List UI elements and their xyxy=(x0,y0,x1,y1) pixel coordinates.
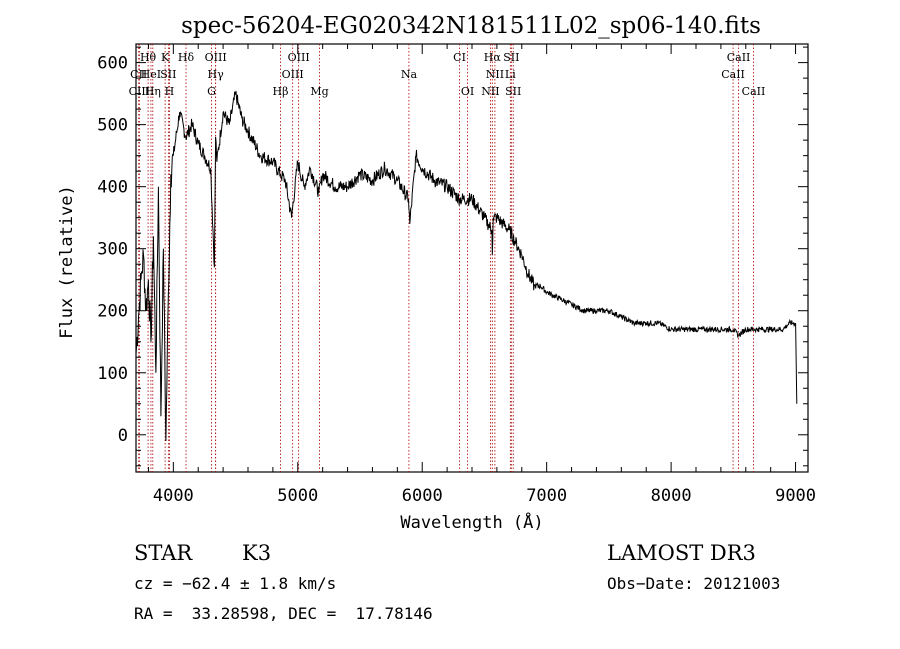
y-tick-label-100: 100 xyxy=(97,364,128,384)
object-subclass-label: K3 xyxy=(242,541,271,565)
line-label-16: Na xyxy=(401,68,418,81)
line-label-14: OIII xyxy=(288,51,310,64)
line-label-26: CaII xyxy=(721,68,745,81)
line-label-8: Hδ xyxy=(178,51,195,64)
x-axis-label: Wavelength (Å) xyxy=(400,511,543,533)
line-label-19: Hα xyxy=(484,51,502,64)
line-label-7: H xyxy=(165,85,175,98)
x-tick-label-8000: 8000 xyxy=(651,486,692,506)
y-axis-label: Flux (relative) xyxy=(57,185,77,339)
line-label-1: Hθ xyxy=(140,51,157,64)
line-label-13: OIII xyxy=(282,68,304,81)
line-label-2: CIII xyxy=(129,85,150,98)
x-axis-ticks: 4000 5000 6000 7000 8000 9000 xyxy=(147,44,816,506)
obs-date-text: Obs−Date: 20121003 xyxy=(607,574,780,593)
x-tick-label-7000: 7000 xyxy=(526,486,567,506)
line-label-27: CaII xyxy=(742,85,766,98)
line-label-25: CaII xyxy=(727,51,751,64)
line-label-22: SII xyxy=(503,51,519,64)
line-label-17: CI xyxy=(453,51,466,64)
ra-dec-text: RA = 33.28598, DEC = 17.78146 xyxy=(134,604,433,623)
y-tick-label-600: 600 xyxy=(97,54,128,74)
line-label-21: NII xyxy=(481,85,499,98)
x-tick-label-6000: 6000 xyxy=(402,486,443,506)
chart-title: spec-56204-EG020342N181511L02_sp06-140.f… xyxy=(181,13,761,39)
line-label-6: SII xyxy=(160,68,176,81)
plot-frame xyxy=(135,43,809,473)
spectral-line-markers xyxy=(138,44,754,472)
line-label-10: Hγ xyxy=(208,68,225,81)
x-tick-label-4000: 4000 xyxy=(153,486,194,506)
line-label-12: Hβ xyxy=(273,85,289,98)
line-label-5: K xyxy=(161,51,170,64)
y-tick-label-400: 400 xyxy=(97,178,128,198)
line-label-0: CII xyxy=(130,68,147,81)
line-label-9: OIII xyxy=(205,51,227,64)
y-axis-ticks: 0 100 200 300 400 500 600 xyxy=(97,46,808,467)
line-label-3: HeI xyxy=(141,68,161,81)
spectrum-series-line xyxy=(135,90,798,442)
line-label-11: G xyxy=(207,85,216,98)
x-tick-label-9000: 9000 xyxy=(775,486,816,506)
line-label-23: Li xyxy=(505,68,516,81)
y-tick-label-0: 0 xyxy=(118,426,128,446)
y-tick-label-300: 300 xyxy=(97,240,128,260)
line-label-20: NII xyxy=(486,68,504,81)
y-tick-label-500: 500 xyxy=(97,116,128,136)
line-label-18: OI xyxy=(461,85,474,98)
line-label-24: SII xyxy=(505,85,521,98)
x-tick-label-5000: 5000 xyxy=(277,486,318,506)
survey-label: LAMOST DR3 xyxy=(607,541,756,565)
y-tick-label-200: 200 xyxy=(97,302,128,322)
line-label-4: Hη xyxy=(145,85,161,98)
redshift-text: cz = −62.4 ± 1.8 km/s xyxy=(134,574,336,593)
object-class-label: STAR xyxy=(134,541,193,565)
line-label-15: Mg xyxy=(310,85,328,98)
spectral-line-labels: CII Hθ CIII HeI Hη K SII H Hδ OIII Hγ G Hβ OIII OIII Mg… xyxy=(129,51,766,98)
